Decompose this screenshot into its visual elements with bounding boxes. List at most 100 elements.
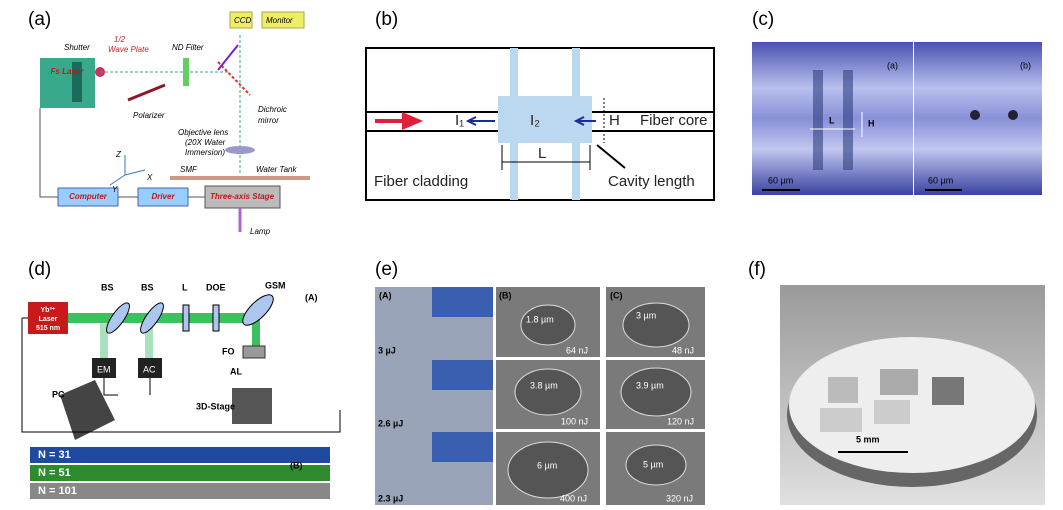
text: 5 mm (856, 434, 880, 444)
text: Water Tank (256, 165, 297, 174)
pattern (828, 377, 858, 403)
text: Objective lens (178, 128, 228, 137)
text: (C) (610, 290, 623, 300)
panel-b: (b) I₁ I₂ H Fiber core L Fiber cladding … (366, 9, 714, 200)
panel-label: (b) (375, 9, 398, 30)
text: Z (115, 150, 122, 159)
text: 1.8 µm (526, 314, 554, 324)
text: H (609, 112, 620, 129)
spot (1008, 110, 1018, 120)
panel-label: (f) (748, 259, 766, 280)
text: Polarizer (133, 111, 165, 120)
text: 3 µm (636, 310, 656, 320)
text: 2.3 µJ (378, 493, 403, 503)
text: 3D-Stage (196, 401, 235, 411)
hole (521, 305, 575, 345)
text: Yb³⁺ (41, 307, 56, 314)
nd-filter (183, 58, 189, 86)
text: N = 101 (38, 485, 77, 497)
lens (183, 305, 189, 331)
spot (970, 110, 980, 120)
objective (243, 346, 265, 358)
text: (b) (1020, 60, 1031, 70)
text: mirror (258, 116, 279, 125)
text: 48 nJ (672, 345, 694, 355)
text: Fiber cladding (374, 173, 468, 190)
text: 6 µm (537, 460, 557, 470)
text: Cavity length (608, 173, 695, 190)
text: X (146, 173, 153, 182)
text: Shutter (64, 43, 90, 52)
text: Computer (69, 192, 108, 201)
figure: (a) Fs Laser Shutter 1/2 Wave Plate ND F… (0, 0, 1063, 505)
hole (621, 368, 691, 416)
text: EM (97, 364, 111, 374)
text: (B) (499, 290, 512, 300)
disc (789, 337, 1035, 473)
text: L (182, 282, 188, 292)
text: (a) (887, 60, 898, 70)
panel-label: (d) (28, 259, 51, 280)
panel-label: (c) (752, 9, 774, 30)
text: N = 31 (38, 449, 71, 461)
text: 2.6 µJ (378, 418, 403, 428)
text: 1/2 (114, 35, 126, 44)
text: SMF (180, 165, 198, 174)
text: Fs Laser (51, 67, 85, 76)
text: 515 nm (36, 325, 60, 332)
text: 320 nJ (666, 493, 693, 503)
text: 3 µJ (378, 345, 396, 355)
text: PC (52, 389, 65, 399)
text: 3.8 µm (530, 380, 558, 390)
mirror (218, 45, 238, 70)
panel-label: (a) (28, 9, 51, 30)
water-tank (170, 176, 310, 180)
panel-label: (e) (375, 259, 398, 280)
text: 120 nJ (667, 416, 694, 426)
objective (225, 146, 255, 154)
text: (A) (379, 290, 392, 300)
text: 60 µm (768, 175, 793, 185)
text: DOE (206, 282, 226, 292)
hole (515, 369, 581, 415)
inset (432, 432, 493, 462)
text: I₁ (455, 112, 464, 129)
text: L (829, 115, 835, 125)
text: Monitor (266, 16, 293, 25)
band (30, 465, 330, 481)
cavity-wall (843, 70, 853, 170)
text: Immersion) (185, 148, 225, 157)
panel-f: (f) 5 mm (748, 259, 1045, 505)
text: Lamp (250, 227, 271, 236)
inset (432, 287, 493, 317)
text: Y (112, 185, 118, 194)
text: AL (230, 366, 242, 376)
text: H (868, 118, 875, 128)
text: 5 µm (643, 459, 663, 469)
inset (432, 360, 493, 390)
pattern (820, 408, 862, 432)
text: Dichroic (258, 105, 287, 114)
text: Driver (151, 192, 175, 201)
text: Laser (39, 316, 58, 323)
text: N = 51 (38, 467, 71, 479)
text: BS (101, 282, 114, 292)
text: FO (222, 346, 235, 356)
pattern (880, 369, 918, 395)
laptop (60, 380, 115, 440)
text: 3.9 µm (636, 380, 664, 390)
doe (213, 305, 219, 331)
text: Wave Plate (108, 45, 149, 54)
text: BS (141, 282, 154, 292)
text: (20X Water (185, 138, 226, 147)
polarizer (128, 85, 165, 100)
axes (110, 155, 145, 185)
text: (B) (290, 460, 303, 470)
text: Three-axis Stage (210, 192, 275, 201)
text: 64 nJ (566, 345, 588, 355)
text: CCD (234, 16, 252, 25)
text: 100 nJ (561, 416, 588, 426)
cavity-wall (813, 70, 823, 170)
sem-image (375, 287, 493, 505)
panel-c: (c) (a) (b) L H 60 µm 60 µm (752, 9, 1042, 195)
